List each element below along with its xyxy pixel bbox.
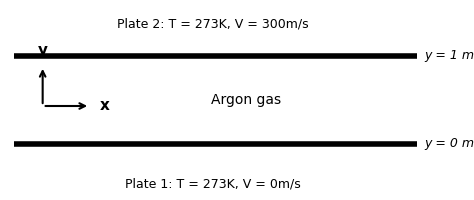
Text: y: y xyxy=(37,43,48,58)
Text: y = 1 m: y = 1 m xyxy=(424,49,474,62)
Text: Plate 2: T = 273K, V = 300m/s: Plate 2: T = 273K, V = 300m/s xyxy=(118,18,309,30)
Text: Plate 1: T = 273K, V = 0m/s: Plate 1: T = 273K, V = 0m/s xyxy=(126,178,301,190)
Text: Argon gas: Argon gas xyxy=(211,93,282,107)
Text: x: x xyxy=(100,98,109,114)
Text: y = 0 m: y = 0 m xyxy=(424,138,474,150)
